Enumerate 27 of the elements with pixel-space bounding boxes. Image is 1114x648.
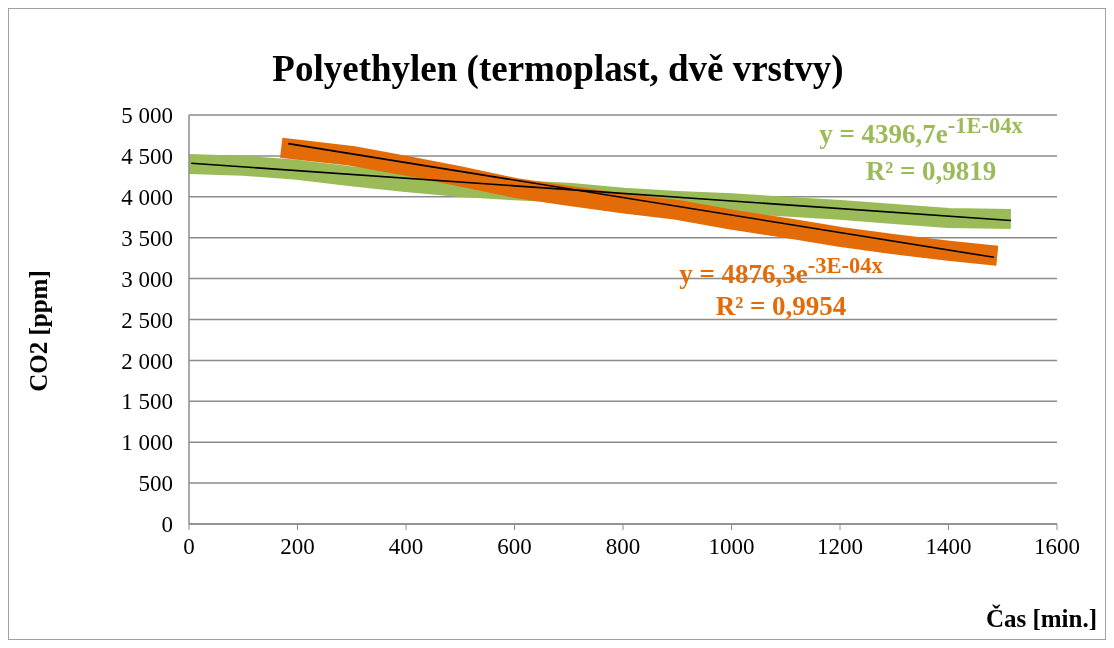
x-tick-label: 200 xyxy=(280,534,315,560)
x-tick-label: 0 xyxy=(183,534,195,560)
x-tick-label: 1400 xyxy=(925,534,972,560)
annotation: R² = 0,9819 xyxy=(865,155,997,187)
annotation: y = 4876,3e$^{-3E-04x}$ xyxy=(679,252,883,290)
y-tick-label: 5 000 xyxy=(121,103,173,129)
y-tick-label: 4 500 xyxy=(121,144,173,170)
y-tick-label: 0 xyxy=(161,512,173,538)
y-tick-label: 2 500 xyxy=(121,307,173,333)
y-tick-label: 1 500 xyxy=(121,389,173,415)
x-tick-label: 1000 xyxy=(708,534,755,560)
y-tick-label: 1 000 xyxy=(121,430,173,456)
annotation: y = 4396,7e$^{-1E-04x}$ xyxy=(819,112,1023,150)
x-axis-title: Čas [min.] xyxy=(985,605,1097,633)
x-tick-label: 600 xyxy=(497,534,532,560)
y-axis-title: CO2 [ppm] xyxy=(25,270,53,392)
x-tick-label: 400 xyxy=(388,534,424,560)
x-tick-label: 1600 xyxy=(1034,534,1080,560)
y-tick-label: 3 000 xyxy=(121,266,173,292)
x-tick-label: 800 xyxy=(605,534,641,560)
annotation: R² = 0,9954 xyxy=(715,290,847,322)
y-tick-label: 3 500 xyxy=(121,225,173,251)
y-tick-label: 4 000 xyxy=(121,184,173,210)
y-tick-label: 2 000 xyxy=(121,348,173,374)
x-tick-label: 1200 xyxy=(817,534,863,560)
chart-title: Polyethylen (termoplast, dvě vrstvy) xyxy=(271,47,845,90)
y-tick-label: 500 xyxy=(138,471,173,497)
